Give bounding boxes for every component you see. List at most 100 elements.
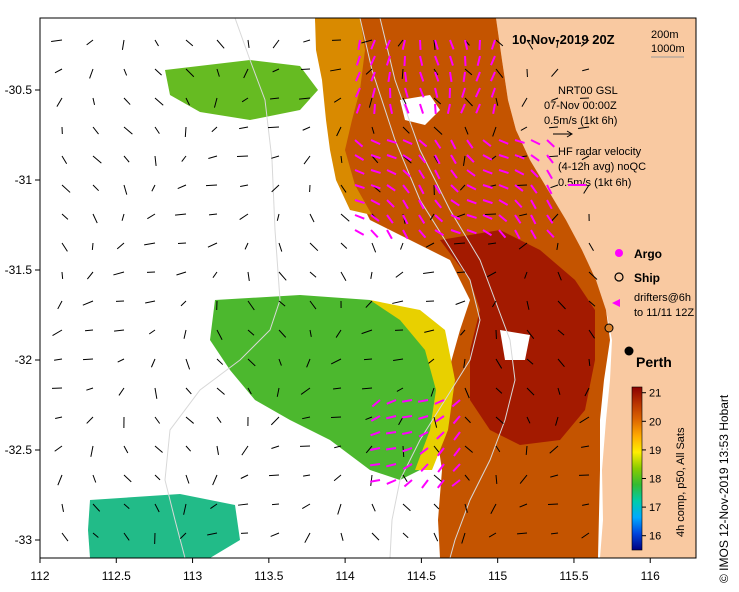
model-arrow [216,416,222,423]
model-arrow [185,445,192,452]
model-arrow [433,126,443,135]
model-arrow [581,532,590,539]
model-arrow [154,155,157,166]
model-arrow [550,532,559,535]
radar-arrow [451,399,461,408]
radar-arrow [434,87,439,98]
radar-arrow [490,55,496,66]
radar-arrow [434,399,445,405]
radar-arrow [490,87,496,98]
model-arrow [123,532,130,541]
sst-southwest-patch [88,494,240,558]
radar-arrow [419,39,422,51]
model-arrow [154,97,164,106]
model-arrow [117,358,125,363]
x-axis: 112 112.5 113 113.5 114 114.5 115 115.5 116 [30,558,660,583]
model-arrow [92,97,96,105]
model-arrow [55,416,63,419]
radar-arrow [435,415,445,423]
model-arrow [92,503,101,512]
model-arrow [123,184,128,195]
radar-arrow [474,87,481,98]
contour-200m [379,18,516,558]
model-arrow [147,213,156,220]
radar-arrow [514,169,525,176]
model-arrow [583,184,590,194]
model-arrow [309,242,319,252]
radar-arrow [490,71,496,82]
model-arrow [555,416,559,426]
radar-arrow [386,399,397,405]
radar-arrow [434,139,442,149]
radar-arrow [418,139,428,148]
model-arrow [433,445,440,453]
radar-arrow [402,139,413,145]
model-arrow [267,126,280,129]
model-arrow [550,474,559,478]
radar-arrow [385,447,397,451]
radar-arrow [530,184,538,194]
radar-arrow [453,431,461,441]
model-arrow [61,271,64,280]
model-arrow [402,155,412,164]
model-arrow [86,387,94,391]
radar-arrow [475,71,481,82]
radar-arrow [436,431,445,440]
radar-arrow [419,71,425,82]
radar-arrow [514,154,525,160]
model-arrow [303,155,311,165]
radar-arrow [370,71,376,82]
x-tick-label: 114 [336,569,355,583]
model-arrow [455,300,466,305]
model-arrow [579,416,590,424]
model-arrow [520,126,528,131]
ship-legend-marker [614,272,624,282]
contour-line [164,18,281,558]
model-arrow [584,387,590,397]
radar-arrow [370,154,381,160]
model-arrow [519,503,528,508]
model-arrow [145,300,156,304]
model-arrow [213,97,218,108]
model-arrow [464,126,469,135]
radar-arrow [434,184,441,195]
radar-arrow [419,55,424,66]
model-arrow [557,387,561,395]
model-arrow [363,358,373,361]
model-arrow [588,242,594,252]
model-arrow [86,416,94,424]
radar-arrow [418,431,429,438]
model-arrow [154,126,160,134]
model-arrow [123,97,131,105]
radar-arrow [450,214,461,221]
radar-arrow [370,39,376,50]
radar-arrow [369,463,381,467]
radar-arrow [434,39,439,50]
model-arrow [488,242,497,245]
x-tick-label: 113 [183,569,202,583]
model-arrow [271,184,280,193]
model-arrow [368,97,373,108]
radar-arrow [404,103,410,114]
model-scale: 0.5m/s (1kt 6h) [544,115,617,127]
radar-arrow [466,169,476,177]
model-arrow [90,445,94,457]
model-arrow [371,242,377,253]
radar-arrow [450,169,458,179]
model-arrow [340,155,343,164]
model-arrow [300,387,311,395]
model-arrow [519,474,528,484]
radar-arrow [475,103,481,114]
model-arrow [154,445,163,453]
model-arrow [303,474,311,477]
model-arrow [247,300,255,311]
radar-arrow [370,229,379,239]
model-arrow [150,358,156,368]
model-arrow [247,358,256,367]
model-arrow [580,39,590,47]
model-arrow [464,97,473,107]
model-arrow [495,39,504,47]
model-arrow [581,155,590,161]
radar-arrow [546,229,555,239]
